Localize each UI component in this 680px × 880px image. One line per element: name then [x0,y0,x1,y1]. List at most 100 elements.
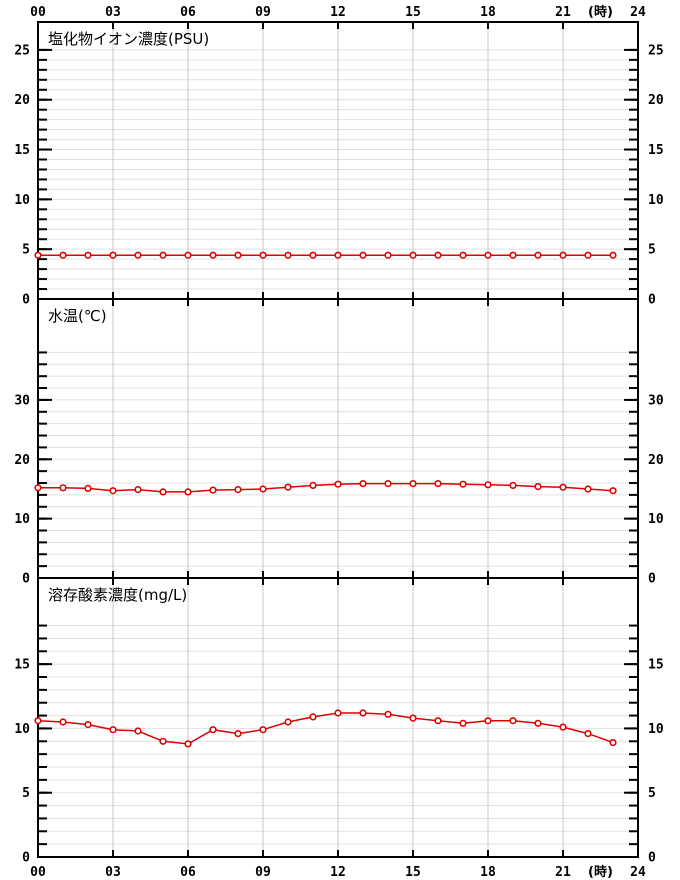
data-point [484,481,492,489]
data-point [259,485,267,493]
y-axis-label-right: 25 [648,43,664,58]
data-point [559,723,567,731]
x-axis-label: 21 [555,5,571,20]
x-axis-label: 15 [405,5,421,20]
x-axis-label: 03 [105,865,121,880]
data-point [484,717,492,725]
data-point [234,251,242,259]
data-point [284,718,292,726]
data-point [359,480,367,488]
y-axis-label-left: 0 [22,293,30,308]
data-point [184,488,192,496]
y-axis-label-right: 10 [648,193,664,208]
panel-title: 溶存酸素濃度(mg/L) [48,586,187,604]
x-axis-label: 12 [330,5,346,20]
x-axis-label: 21 [555,865,571,880]
data-point [434,717,442,725]
y-axis-label-right: 10 [648,512,664,527]
y-axis-label-left: 5 [22,786,30,801]
data-point [459,251,467,259]
data-point [284,251,292,259]
data-point [184,251,192,259]
x-axis-label: 06 [180,5,196,20]
data-point [34,484,42,492]
y-axis-label-left: 30 [14,393,30,408]
y-axis-label-left: 0 [22,851,30,866]
data-point [559,483,567,491]
data-point [384,251,392,259]
data-point [584,251,592,259]
x-axis-label: 12 [330,865,346,880]
panel-title: 水温(℃) [48,307,107,325]
data-point [134,486,142,494]
data-point [234,729,242,738]
data-point [59,718,67,726]
data-point [284,483,292,491]
data-point [109,726,117,734]
panel-1: 0 0 10 10 20 20 30 30 水温(℃) [14,298,664,587]
panel-0: 0 0 5 5 10 10 15 15 20 20 25 25 塩化物イオン濃度(PSU) [14,21,664,308]
data-point [359,709,367,717]
data-point [309,481,317,490]
data-point [534,719,542,727]
x-axis-labels-bottom: 00 03 06 09 12 15 18 21 24 (時) [30,864,646,880]
x-axis-label: 24 [630,865,646,880]
data-point [84,484,92,493]
data-point [159,737,167,745]
data-point [309,713,317,721]
y-axis-label-right: 20 [648,93,664,108]
data-point [334,709,342,717]
x-axis-label: 18 [480,5,496,20]
y-axis-label-right: 30 [648,393,664,408]
data-point [134,727,142,735]
data-point [409,714,417,722]
data-point [234,486,242,494]
y-axis-label-left: 10 [14,193,30,208]
data-point [484,251,492,259]
x-axis-label: 15 [405,865,421,880]
x-axis-label: 03 [105,5,121,20]
y-axis-label-left: 20 [14,93,30,108]
y-axis-label-right: 0 [648,572,656,587]
data-point [359,251,367,259]
data-point [309,251,317,259]
data-point [384,480,392,488]
data-point [584,485,592,493]
data-point [409,480,417,488]
y-axis-label-right: 0 [648,293,656,308]
panel-title: 塩化物イオン濃度(PSU) [48,30,209,48]
data-point [34,717,42,725]
y-axis-label-left: 25 [14,43,30,58]
y-axis-label-left: 15 [14,658,30,673]
data-point [609,738,617,747]
x-axis-label: 09 [255,5,271,20]
data-point [59,484,67,492]
data-point [434,251,442,259]
x-axis-label: 18 [480,865,496,880]
series-line [38,482,614,493]
data-point [84,720,92,729]
data-point [59,251,67,259]
data-point [334,480,342,488]
x-axis-labels-top: 00 03 06 09 12 15 18 21 24 (時) [30,4,646,20]
x-axis-unit-label: (時) [588,4,613,20]
data-point [559,251,567,259]
data-point [159,488,167,496]
data-point [534,483,542,491]
x-axis-label: 09 [255,865,271,880]
y-axis-label-right: 20 [648,453,664,468]
x-axis-label: 00 [30,5,46,20]
data-point [209,726,217,734]
data-point [509,717,517,725]
data-point [509,481,517,490]
y-axis-label-right: 15 [648,658,664,673]
x-axis-unit-label: (時) [588,864,613,880]
data-point [609,251,617,259]
panel-2: 0 0 5 5 10 10 15 15 溶存酸素濃度(mg/L) [14,577,664,866]
y-axis-label-left: 10 [14,722,30,737]
data-point [34,251,42,259]
data-point [259,726,267,734]
y-axis-label-left: 20 [14,453,30,468]
